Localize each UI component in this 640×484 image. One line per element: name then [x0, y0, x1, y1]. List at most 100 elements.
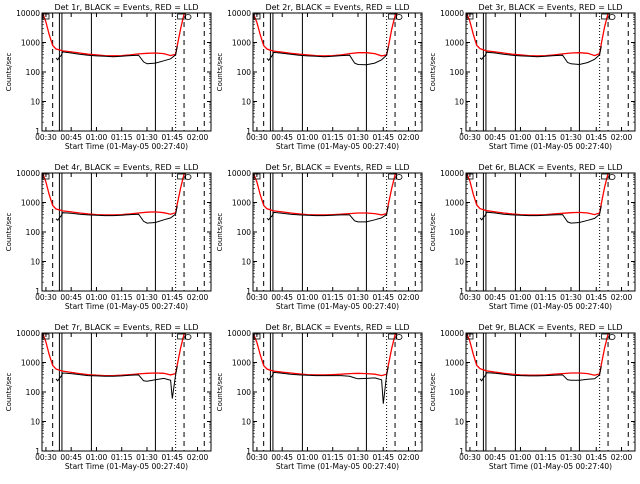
y-tick-label: 10: [30, 258, 40, 267]
x-tick-label: 01:45: [161, 133, 183, 142]
x-tick-label: 01:00: [86, 453, 108, 462]
panel-title: Det 9r, BLACK = Events, RED = LLD: [478, 323, 622, 332]
events-series-line: [266, 205, 389, 223]
y-tick-label: 1000: [445, 359, 464, 368]
x-axis-label: Start Time (01-May-05 00:27:40): [489, 462, 612, 471]
lld-series-line: [253, 333, 399, 377]
x-tick-label: 01:45: [585, 293, 607, 302]
y-tick-label: 100: [237, 388, 252, 397]
saa-box-right: [177, 333, 187, 340]
x-tick-label: 01:15: [535, 453, 557, 462]
x-tick-label: 00:45: [60, 453, 82, 462]
x-tick-label: 01:00: [297, 453, 319, 462]
x-axis-label: Start Time (01-May-05 00:27:40): [276, 462, 399, 471]
x-tick-label: 02:00: [398, 293, 420, 302]
panel-title: Det 4r, BLACK = Events, RED = LLD: [54, 163, 198, 172]
y-tick-label: 1000: [445, 199, 464, 208]
x-axis-label: Start Time (01-May-05 00:27:40): [489, 142, 612, 151]
x-tick-label: 01:00: [297, 133, 319, 142]
lld-series-line: [466, 13, 610, 57]
y-tick-label: 10000: [16, 329, 40, 338]
plot-frame: [41, 332, 212, 452]
y-axis-label: Counts/sec: [5, 213, 13, 252]
y-tick-label: 1000: [21, 359, 40, 368]
y-axis-label: Counts/sec: [5, 373, 13, 412]
saa-ellipse: [395, 174, 403, 180]
panel-4: 1 10 100 1000 10000 00:30 00:45 01:00 01:15 01:30…: [5, 163, 212, 311]
y-axis-label: Counts/sec: [429, 373, 437, 412]
y-tick-label: 100: [26, 388, 41, 397]
events-series-line: [479, 45, 602, 66]
saa-ellipse: [608, 14, 616, 20]
x-tick-label: 01:45: [372, 133, 394, 142]
saa-box-right: [388, 13, 398, 20]
y-tick-label: 10000: [16, 169, 40, 178]
panel-8: 1 10 100 1000 10000 00:30 00:45 01:00 01:15 01:30…: [216, 323, 423, 471]
y-axis-label: Counts/sec: [429, 213, 437, 252]
y-tick-label: 1000: [21, 199, 40, 208]
plot-frame: [465, 332, 636, 452]
x-tick-label: 01:30: [347, 293, 369, 302]
saa-box-right: [388, 333, 398, 340]
y-tick-label: 10: [454, 258, 464, 267]
y-axis-label: Counts/sec: [5, 53, 13, 92]
panel-6: 1 10 100 1000 10000 00:30 00:45 01:00 01:15 01:30…: [429, 163, 636, 311]
x-tick-label: 01:15: [322, 133, 344, 142]
x-tick-label: 02:00: [611, 133, 633, 142]
x-axis-label: Start Time (01-May-05 00:27:40): [276, 142, 399, 151]
y-tick-label: 10000: [16, 9, 40, 18]
panel-title: Det 8r, BLACK = Events, RED = LLD: [265, 323, 409, 332]
x-tick-label: 01:45: [372, 453, 394, 462]
y-tick-label: 1000: [232, 39, 251, 48]
x-tick-label: 01:15: [111, 293, 133, 302]
plot-frame: [41, 172, 212, 292]
lld-series-line: [466, 173, 610, 216]
plot-frame: [252, 12, 423, 132]
x-axis-label: Start Time (01-May-05 00:27:40): [65, 462, 188, 471]
y-tick-label: 1000: [232, 199, 251, 208]
saa-box-right: [601, 333, 611, 340]
saa-ellipse: [395, 334, 403, 340]
y-tick-label: 1: [459, 447, 464, 456]
plot-frame: [252, 332, 423, 452]
x-tick-label: 01:00: [86, 293, 108, 302]
lld-series-line: [42, 13, 187, 57]
x-tick-label: 01:30: [136, 453, 158, 462]
x-tick-label: 01:00: [510, 293, 532, 302]
x-tick-label: 00:30: [459, 133, 481, 142]
y-tick-label: 100: [237, 68, 252, 77]
y-axis-label: Counts/sec: [216, 53, 224, 92]
x-tick-label: 01:45: [585, 453, 607, 462]
panel-7: 1 10 100 1000 10000 00:30 00:45 01:00 01:15 01:30…: [5, 323, 212, 471]
y-tick-label: 1000: [21, 39, 40, 48]
saa-box-right: [601, 173, 611, 180]
y-tick-label: 1: [246, 127, 251, 136]
saa-box-right: [177, 13, 187, 20]
y-tick-label: 1: [246, 447, 251, 456]
x-axis-label: Start Time (01-May-05 00:27:40): [65, 302, 188, 311]
saa-box-right: [388, 173, 398, 180]
x-tick-label: 00:30: [246, 293, 268, 302]
x-tick-label: 01:45: [161, 293, 183, 302]
y-tick-label: 1: [459, 287, 464, 296]
y-tick-label: 10000: [227, 329, 251, 338]
x-tick-label: 01:00: [297, 293, 319, 302]
panel-3: 1 10 100 1000 10000 00:30 00:45 01:00 01:15 01:30…: [429, 3, 636, 151]
x-tick-label: 01:30: [560, 453, 582, 462]
x-tick-label: 00:30: [35, 453, 57, 462]
y-axis-label: Counts/sec: [216, 213, 224, 252]
panel-title: Det 5r, BLACK = Events, RED = LLD: [265, 163, 409, 172]
panel-title: Det 6r, BLACK = Events, RED = LLD: [478, 163, 622, 172]
saa-box-right: [601, 13, 611, 20]
x-tick-label: 01:15: [535, 293, 557, 302]
x-tick-label: 02:00: [187, 453, 209, 462]
saa-ellipse: [184, 334, 192, 340]
x-tick-label: 00:30: [35, 293, 57, 302]
y-tick-label: 10: [30, 418, 40, 427]
y-axis-label: Counts/sec: [216, 373, 224, 412]
saa-ellipse: [608, 334, 616, 340]
lld-series-line: [253, 173, 398, 216]
x-tick-label: 01:30: [560, 133, 582, 142]
